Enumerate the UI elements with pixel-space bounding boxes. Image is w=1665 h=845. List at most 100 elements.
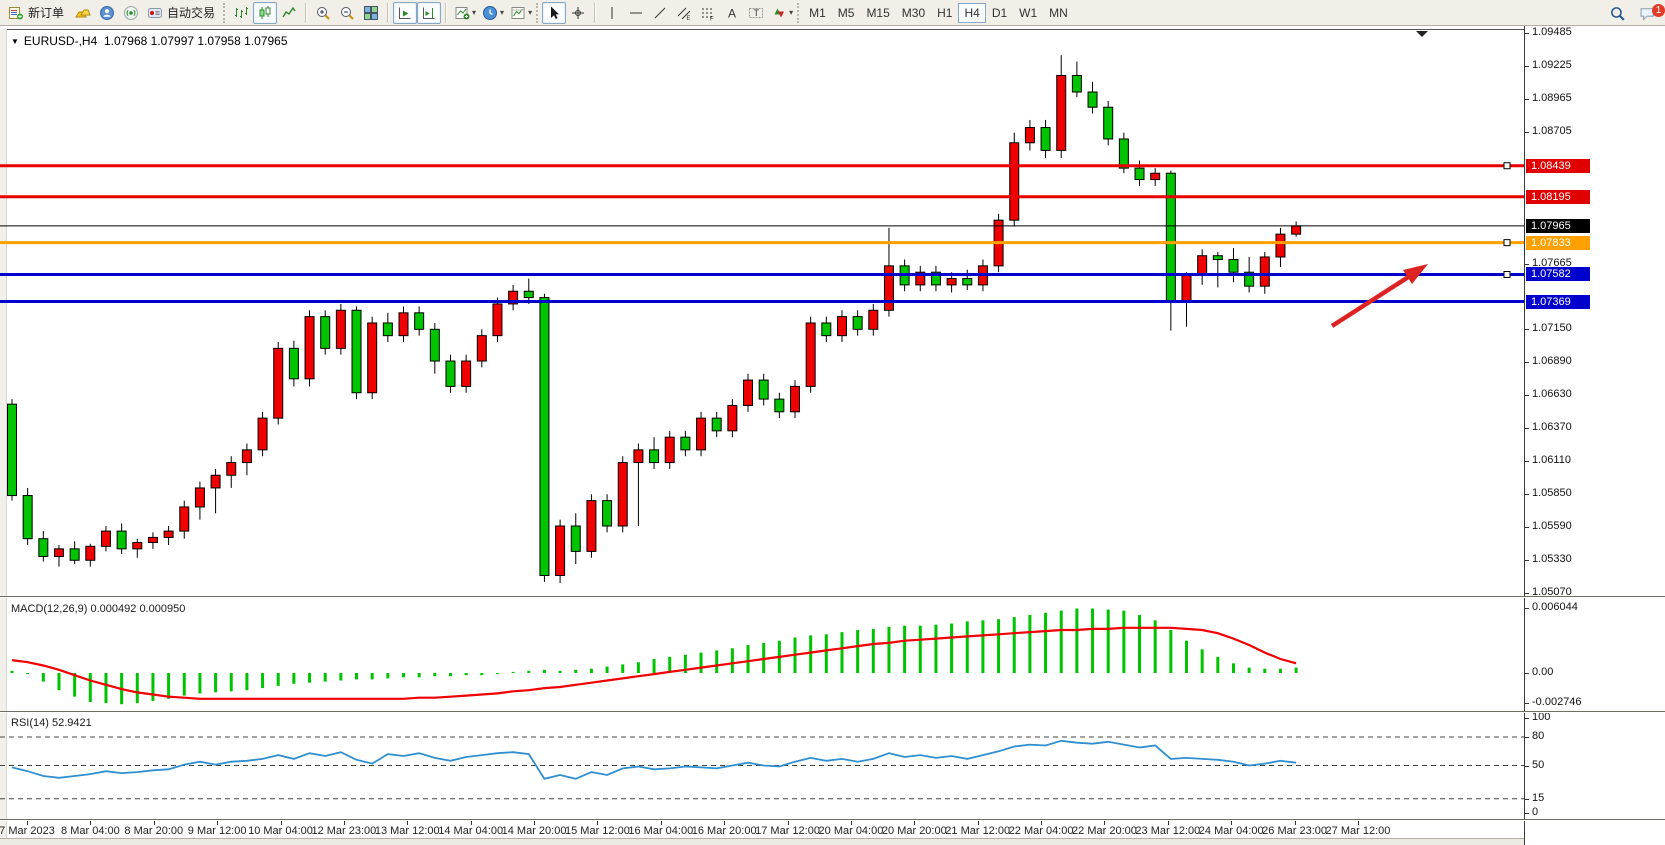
rsi-panel-svg[interactable] — [0, 712, 1524, 818]
arrow-head — [1403, 264, 1428, 284]
time-label: 27 Mar 12:00 — [1325, 825, 1391, 837]
axis-tick — [1525, 765, 1529, 767]
panel-separator[interactable] — [0, 596, 1665, 598]
fibonacci-button[interactable]: F — [696, 2, 720, 24]
tile-windows-button[interactable] — [359, 2, 383, 24]
fibonacci-icon: F — [700, 5, 716, 21]
line-chart-button[interactable] — [277, 2, 301, 24]
candle-body — [38, 538, 49, 557]
macd-bar — [621, 664, 625, 673]
macd-bar — [167, 673, 171, 699]
zoom-out-button[interactable] — [335, 2, 359, 24]
candle-body — [179, 506, 190, 532]
user-icon — [99, 5, 115, 21]
price-badge: 1.07369 — [1526, 294, 1590, 309]
candle-body — [617, 462, 628, 527]
axis-tick — [1525, 263, 1529, 265]
tab-timeframe-w1[interactable]: W1 — [1019, 5, 1038, 20]
rsi-value: 52.9421 — [51, 717, 92, 729]
autotrade-button[interactable]: 自动交易 — [143, 2, 222, 24]
new-order-button[interactable]: 新订单 — [4, 2, 71, 24]
macd-bar — [182, 673, 186, 696]
macd-bar — [402, 673, 405, 678]
tab-timeframe-m1[interactable]: M1 — [809, 5, 826, 20]
panel-separator[interactable] — [0, 711, 1665, 713]
search-button[interactable] — [1605, 2, 1629, 24]
trend-arrow-object[interactable] — [1330, 264, 1428, 328]
time-label: 14 Mar 04:00 — [438, 825, 504, 837]
new-chart-button[interactable]: ▾ — [451, 2, 479, 24]
macd-bar — [542, 669, 546, 673]
periods-button[interactable]: ▾ — [479, 2, 507, 24]
price-tick-label: 1.08965 — [1532, 91, 1572, 104]
macd-bar — [1044, 612, 1048, 673]
chart-shift-marker — [1416, 31, 1428, 37]
axis-tick — [1525, 673, 1529, 674]
notifications-button[interactable]: 1 — [1635, 2, 1665, 24]
toolbar-separator — [445, 2, 448, 23]
candle-chart-button[interactable] — [253, 1, 278, 24]
time-label: 16 Mar 04:00 — [628, 825, 694, 837]
autotrade-label: 自动交易 — [167, 6, 216, 20]
zoom-out-icon — [339, 5, 355, 21]
price-tick-label: 1.06630 — [1532, 388, 1572, 401]
candle-body — [132, 542, 143, 550]
line-handle — [1503, 270, 1511, 278]
tab-timeframe-mn[interactable]: MN — [1049, 5, 1068, 20]
auto-scroll-button[interactable] — [393, 1, 418, 24]
macd-bar — [1247, 667, 1251, 673]
horizontal-line-objects[interactable] — [0, 162, 1524, 304]
chevron-down-icon: ▾ — [472, 8, 477, 17]
candle-body — [711, 417, 722, 432]
trendline-button[interactable] — [648, 2, 672, 24]
candle-body — [555, 525, 566, 576]
tab-timeframe-h4[interactable]: H4 — [958, 2, 986, 23]
tab-timeframe-m5[interactable]: M5 — [837, 5, 855, 20]
tab-timeframe-m15[interactable]: M15 — [866, 5, 890, 20]
text-label-button[interactable]: T — [744, 2, 768, 24]
chart-shift-button[interactable] — [417, 1, 442, 24]
time-tick — [217, 821, 219, 825]
tab-timeframe-h1[interactable]: H1 — [937, 5, 953, 20]
time-label: 10 Mar 04:00 — [248, 825, 313, 837]
macd-bar — [245, 673, 249, 691]
chart-menu-triangle-icon[interactable]: ▼ — [11, 37, 19, 46]
time-tick — [1294, 821, 1296, 825]
market-watch-button[interactable] — [71, 2, 95, 24]
candle-body — [382, 322, 393, 337]
arrows-button[interactable]: ▾ — [768, 2, 796, 24]
zoom-in-button[interactable] — [311, 2, 335, 24]
bar-chart-button[interactable] — [229, 2, 253, 24]
signals-button[interactable] — [119, 2, 143, 24]
chevron-down-icon: ▾ — [500, 8, 505, 17]
vertical-line-button[interactable] — [600, 2, 624, 24]
community-button[interactable] — [95, 2, 119, 24]
macd-bar — [903, 625, 907, 673]
time-label: 14 Mar 20:00 — [501, 825, 567, 837]
chart-symbol-period: EURUSD-,H4 — [23, 34, 98, 48]
price-tick-label: 1.06110 — [1532, 454, 1571, 467]
macd-bar — [1091, 608, 1095, 673]
macd-bar — [1231, 663, 1235, 673]
templates-button[interactable]: ▾ — [507, 2, 535, 24]
price-axis[interactable]: 1.09485 1.09225 1.08965 1.08705 1.07665 1.071… — [1524, 26, 1665, 845]
channel-button[interactable]: E — [672, 2, 696, 24]
time-label: 8 Mar 04:00 — [61, 825, 120, 837]
text-button[interactable]: A — [720, 2, 744, 24]
macd-panel-svg[interactable] — [0, 598, 1524, 710]
candle-body — [1134, 167, 1145, 181]
cursor-button[interactable] — [542, 1, 567, 24]
crosshair-button[interactable] — [566, 2, 590, 24]
horizontal-line-button[interactable] — [624, 2, 648, 24]
candle-body — [1197, 255, 1208, 276]
macd-bar — [104, 673, 108, 704]
axis-tick — [1525, 494, 1529, 496]
candle-body — [1212, 255, 1223, 261]
tab-timeframe-m30[interactable]: M30 — [901, 5, 926, 20]
candle-body — [1056, 75, 1067, 151]
zoom-in-icon — [315, 5, 331, 21]
candle-body — [836, 316, 847, 337]
main-chart-svg[interactable] — [0, 28, 1524, 596]
tab-timeframe-d1[interactable]: D1 — [991, 5, 1008, 20]
time-label: 17 Mar 12:00 — [755, 825, 820, 837]
